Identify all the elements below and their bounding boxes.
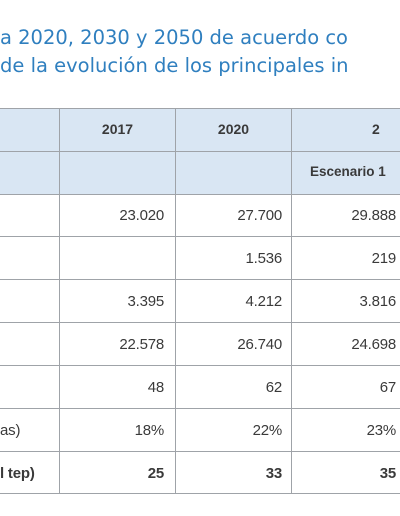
cell-row6-2017: 18%	[134, 422, 165, 439]
grid-line	[59, 108, 60, 494]
grid-line	[0, 108, 400, 109]
cell-row2-2020: 1.536	[245, 250, 282, 267]
title-line-2: de la evolución de los principales in	[0, 54, 349, 77]
row7-label: l tep)	[0, 465, 35, 482]
cell-row3-2020: 4.212	[245, 293, 282, 310]
cell-row5-2030: 67	[379, 379, 396, 396]
cell-row4-2030: 24.698	[351, 336, 396, 353]
header-2030-partial: 2	[372, 121, 380, 137]
data-table: 2017 2020 2 Escenario 1 23.020 27.700 29…	[0, 108, 400, 494]
cell-row4-2017: 22.578	[119, 336, 164, 353]
grid-line	[0, 151, 400, 152]
grid-line	[0, 194, 400, 195]
header-2017: 2017	[101, 121, 134, 137]
cell-row3-2017: 3.395	[127, 293, 164, 310]
cell-row5-2017: 48	[147, 379, 164, 396]
title-line-1: a 2020, 2030 y 2050 de acuerdo co	[0, 26, 348, 49]
cell-row7-2020: 33	[265, 465, 282, 482]
cell-row2-2030: 219	[371, 250, 397, 267]
grid-line	[291, 108, 292, 494]
cell-row6-2030: 23%	[366, 422, 397, 439]
grid-line	[0, 279, 400, 280]
grid-line	[0, 236, 400, 237]
cell-row3-2030: 3.816	[359, 293, 396, 310]
grid-line	[0, 365, 400, 366]
cell-row7-2017: 25	[147, 465, 164, 482]
grid-line	[175, 108, 176, 494]
grid-line	[0, 408, 400, 409]
cell-row1-2020: 27.700	[237, 207, 282, 224]
header-scenario-1: Escenario 1	[310, 164, 386, 179]
header-2020: 2020	[217, 121, 250, 137]
grid-line	[0, 493, 400, 494]
cell-row4-2020: 26.740	[237, 336, 282, 353]
cell-row7-2030: 35	[379, 465, 396, 482]
cell-row5-2020: 62	[265, 379, 282, 396]
row6-label: as)	[0, 422, 21, 439]
cell-row1-2017: 23.020	[119, 207, 164, 224]
grid-line	[0, 451, 400, 452]
cell-row6-2020: 22%	[252, 422, 283, 439]
grid-line	[0, 322, 400, 323]
cell-row1-2030: 29.888	[351, 207, 396, 224]
